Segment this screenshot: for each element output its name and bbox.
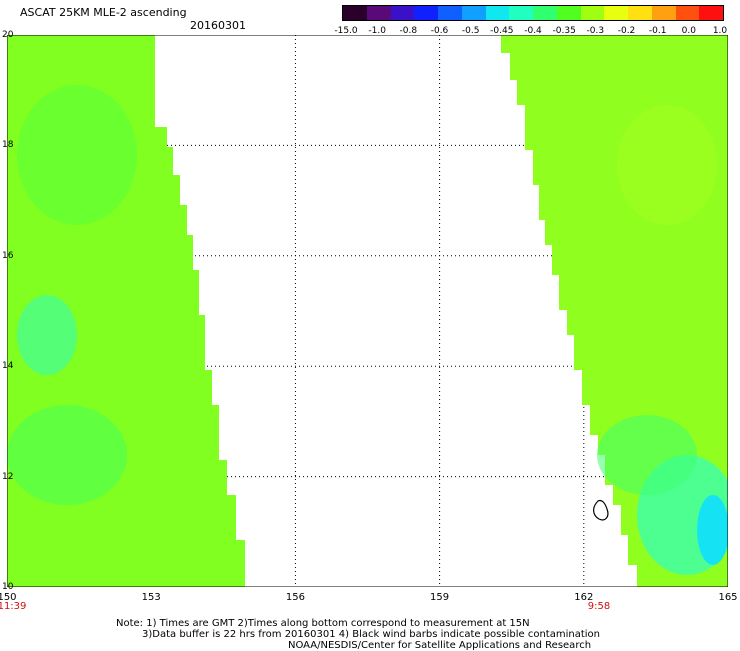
scatterometer-swaths [7,35,728,587]
colorbar-tick-label: -1.0 [368,26,386,36]
colorbar-tick-label: -0.3 [586,26,605,36]
left-swath-highlight [17,295,77,375]
colorbar-swatch [366,6,391,20]
colorbar-tick-label: -0.45 [490,26,514,36]
footer-note-line1: Note: 1) Times are GMT 2)Times along bot… [116,618,530,629]
latitude-label: 16 [2,250,14,261]
latitude-label: 12 [2,471,14,482]
colorbar-swatch [414,6,438,20]
colorbar-swatch [628,6,652,20]
colorbar-tick-label: -0.1 [648,26,667,36]
longitude-label: 150 [0,592,17,603]
colorbar-swatch [580,6,605,20]
colorbar-swatch [533,6,557,20]
colorbar-swatch [343,6,367,20]
latitude-label: 20 [2,30,14,40]
colorbar-tick-label: 1.0 [712,26,728,36]
latitude-label: 10 [2,582,14,592]
contamination-contour [593,499,609,521]
product-date: 20160301 [190,19,246,32]
colorbar-tick-label: -0.8 [399,26,418,36]
footer-credit: NOAA/NESDIS/Center for Satellite Applica… [288,640,592,651]
right-swath-deep-highlight [697,495,728,565]
latitude-label: 18 [2,140,14,151]
colorbar-swatch [509,6,533,20]
colorbar-tick-label: -0.2 [617,26,636,36]
colorbar-swatch [485,6,510,20]
colorbar-swatch [699,6,723,20]
colorbar-swatch [651,6,676,20]
left-swath-patch [7,405,127,505]
latitude-label: 14 [2,361,14,372]
product-title: ASCAT 25KM MLE-2 ascending [20,6,187,19]
colorbar-swatch [556,6,581,20]
longitude-label: 156 [285,592,305,603]
colorbar-tick-label: -0.35 [552,26,576,36]
colorbar-tick-label: -15.0 [334,26,358,36]
longitude-label: 165 [718,592,738,603]
colorbar-tick-label: -0.5 [461,26,480,36]
right-swath-patch [617,105,717,225]
left-swath-patch [17,85,137,225]
colorbar-swatch [675,6,700,20]
map-plot-area [7,35,728,587]
longitude-label: 162 [574,592,594,603]
time-label-left: 11:39 [0,601,27,612]
longitude-label: 159 [430,592,450,603]
colorbar-swatch [438,6,462,20]
colorbar-swatch [390,6,415,20]
colorbar-swatch [604,6,628,20]
footer-note-line2: 3)Data buffer is 22 hrs from 20160301 4)… [142,629,600,640]
right-swath-patch [597,415,697,495]
time-label-right: 9:58 [587,601,611,612]
colorbar-tick-label: -0.6 [430,26,449,36]
colorbar-legend [342,5,724,21]
longitude-label: 153 [141,592,161,603]
colorbar-tick-label: -0.4 [524,26,542,36]
colorbar-tick-label: 0.0 [681,26,696,36]
colorbar-swatch [461,6,486,20]
